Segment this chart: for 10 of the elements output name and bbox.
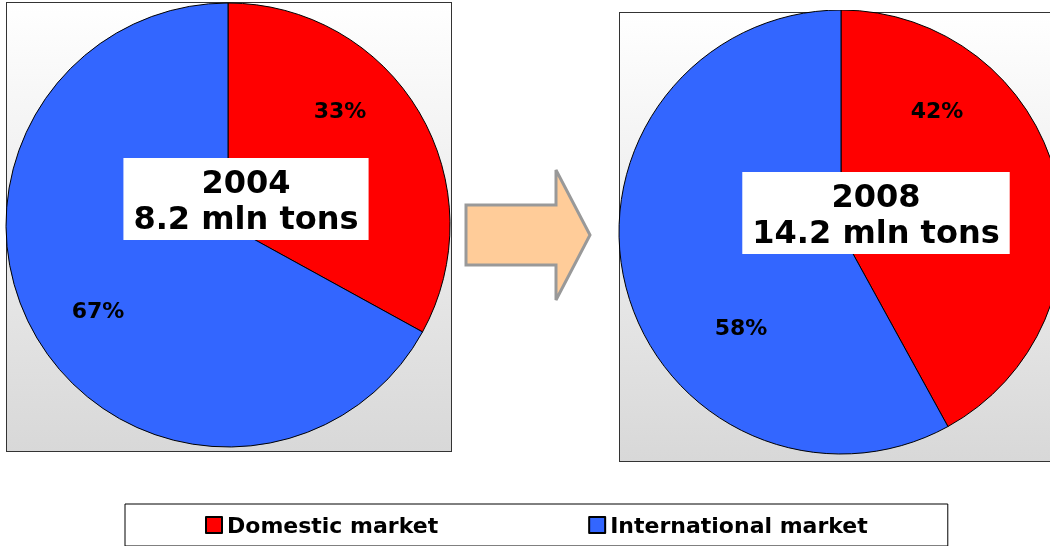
text: 2004 bbox=[201, 163, 291, 201]
data-label: 58% bbox=[714, 314, 768, 340]
data-label: 33% bbox=[313, 97, 367, 123]
text: 14.2 mln tons bbox=[752, 213, 1000, 251]
data-label: 42% bbox=[910, 97, 964, 123]
legend-label: Domestic market bbox=[227, 512, 439, 538]
text: 2008 bbox=[831, 177, 921, 215]
legend-label: International market bbox=[610, 512, 869, 538]
text: 8.2 mln tons bbox=[133, 199, 359, 237]
data-label: 67% bbox=[71, 297, 125, 323]
